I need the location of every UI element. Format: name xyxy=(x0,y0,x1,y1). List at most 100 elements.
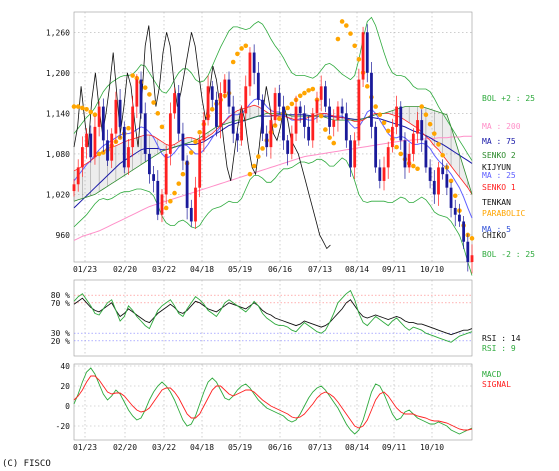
candle-body xyxy=(202,120,206,141)
candle-body xyxy=(294,106,298,134)
rsi-line-0 xyxy=(73,297,473,336)
candle-body xyxy=(391,126,394,148)
x-tick-label: 02/20 xyxy=(113,443,137,452)
candle-body xyxy=(252,52,256,73)
parabolic-dot xyxy=(92,112,98,118)
price-legend-entry: CHIKO xyxy=(482,231,506,240)
candle-body xyxy=(428,167,432,181)
candle-body xyxy=(118,99,122,127)
candle-body xyxy=(152,174,155,181)
rsi-y-tick-label: 30 % xyxy=(51,329,70,338)
candle-body xyxy=(303,113,306,127)
candle-body xyxy=(177,93,181,134)
parabolic-dot xyxy=(327,135,332,140)
candle-body xyxy=(370,72,373,127)
chiko-line xyxy=(73,25,331,250)
candle-body xyxy=(374,126,378,168)
parabolic-dot xyxy=(331,140,337,146)
candle-body xyxy=(127,147,130,168)
candle-body xyxy=(160,194,164,215)
x-tick-label: 07/13 xyxy=(308,443,332,452)
candle-body xyxy=(227,79,231,107)
parabolic-dot xyxy=(235,51,240,57)
candle-body xyxy=(269,120,273,148)
price-legend-entry: KIJYUN xyxy=(482,163,511,172)
price-legend-entry: SENKO 1 xyxy=(482,183,516,192)
parabolic-dot xyxy=(377,112,383,118)
price-y-tick-label: 1,140 xyxy=(46,109,70,118)
parabolic-dot xyxy=(373,104,378,109)
rsi-panel-frame xyxy=(73,279,473,357)
candle-body xyxy=(131,106,135,148)
macd-y-tick-label: -20 xyxy=(56,422,71,431)
parabolic-dot xyxy=(126,125,131,131)
x-tick-label: 10/10 xyxy=(420,443,444,452)
parabolic-dot xyxy=(96,151,102,157)
candle-body xyxy=(282,106,285,141)
parabolic-dot xyxy=(419,104,425,109)
price-y-tick-label: 1,260 xyxy=(46,28,70,37)
candle-body xyxy=(466,241,470,262)
parabolic-dot xyxy=(75,104,81,109)
bollinger-upper-line xyxy=(73,16,473,161)
parabolic-dot xyxy=(398,151,404,157)
price-y-tick-label: 1,200 xyxy=(46,69,70,78)
candle-body xyxy=(344,113,348,141)
parabolic-dot xyxy=(452,193,458,199)
parabolic-dot xyxy=(323,127,328,132)
parabolic-dot xyxy=(381,120,387,126)
candle-body xyxy=(80,147,84,168)
x-tick-label: 05/19 xyxy=(228,443,252,452)
candle-body xyxy=(349,140,352,168)
x-tick-label: 02/20 xyxy=(113,265,137,274)
candle-body xyxy=(231,106,235,134)
price-legend-entry: SENKO 2 xyxy=(482,151,516,160)
candle-body xyxy=(340,106,344,114)
candle-body xyxy=(365,32,369,73)
x-tick-label: 09/11 xyxy=(382,265,406,274)
rsi-y-tick-label: 20 % xyxy=(51,337,70,346)
parabolic-dot xyxy=(147,92,152,97)
parabolic-dot xyxy=(440,152,445,158)
candle-body xyxy=(386,147,390,168)
candle-body xyxy=(470,255,474,262)
macd-y-tick-label: 20 xyxy=(60,382,70,391)
macd-y-tick-label: 40 xyxy=(60,362,70,371)
candle-body xyxy=(194,187,197,222)
candle-body xyxy=(407,153,411,168)
x-tick-label: 06/16 xyxy=(268,265,292,274)
rsi-legend-entry: RSI : 14 xyxy=(482,334,521,343)
x-tick-label: 08/14 xyxy=(345,265,369,274)
ma25-line xyxy=(73,97,473,219)
candle-body xyxy=(424,140,428,168)
parabolic-dot xyxy=(356,56,362,62)
macd-line-0 xyxy=(73,367,473,435)
copyright-footer: (C) FISCO xyxy=(2,459,51,469)
candle-body xyxy=(148,153,151,175)
senko1-line xyxy=(73,104,473,195)
candle-body xyxy=(307,126,311,141)
candle-body xyxy=(311,113,315,141)
candle-body xyxy=(106,140,109,161)
candle-body xyxy=(89,133,93,158)
price-legend-entry: BOL -2 : 25 xyxy=(482,250,535,259)
parabolic-dot xyxy=(155,111,161,116)
candle-body xyxy=(277,93,281,107)
candle-body xyxy=(198,140,202,188)
macd-legend-entry: SIGNAL xyxy=(482,380,511,389)
macd-y-tick-label: 0 xyxy=(65,402,70,411)
parabolic-dot xyxy=(189,150,194,155)
candle-body xyxy=(319,86,323,100)
price-legend-entry: MA : 25 xyxy=(482,171,516,180)
candle-body xyxy=(135,79,139,107)
parabolic-dot xyxy=(364,84,370,89)
parabolic-dot xyxy=(256,154,261,159)
candle-body xyxy=(240,113,243,141)
candle-body xyxy=(323,86,327,107)
candle-body xyxy=(378,167,382,181)
candle-body xyxy=(223,79,227,94)
candle-body xyxy=(97,106,101,127)
parabolic-dot xyxy=(335,36,341,42)
parabolic-dot xyxy=(306,88,311,93)
